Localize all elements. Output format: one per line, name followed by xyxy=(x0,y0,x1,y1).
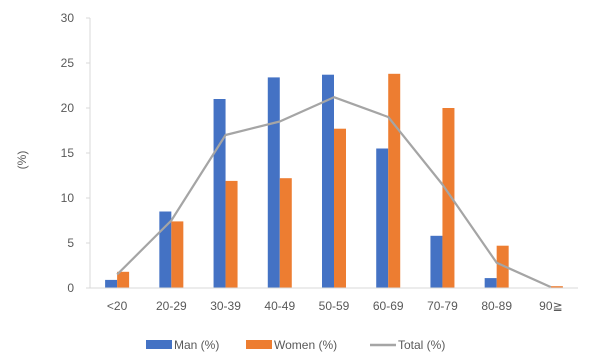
y-axis-ticks: 0 5 10 15 20 25 30 xyxy=(61,11,90,295)
legend-man-swatch xyxy=(146,340,172,349)
bar-women xyxy=(442,108,455,288)
y-tick-label: 30 xyxy=(61,11,75,25)
y-axis-label: (%) xyxy=(15,151,29,170)
legend: Man (%) Women (%) Total (%) xyxy=(146,338,445,352)
bar-women xyxy=(334,128,346,288)
x-tick-label: 70-79 xyxy=(427,299,458,313)
y-tick-label: 5 xyxy=(67,236,74,250)
bar-man xyxy=(430,235,443,288)
bar-man xyxy=(213,99,226,288)
x-tick-label: 40-49 xyxy=(264,299,295,313)
bars xyxy=(105,73,563,289)
x-tick-label: 20-29 xyxy=(156,299,187,313)
legend-total-label: Total (%) xyxy=(398,338,445,352)
x-tick-label: 60-69 xyxy=(373,299,404,313)
legend-women-label: Women (%) xyxy=(274,338,337,352)
bar-man xyxy=(105,279,118,288)
x-tick-label: 30-39 xyxy=(210,299,241,313)
bar-man xyxy=(484,278,497,288)
y-tick-label: 0 xyxy=(67,281,74,295)
x-axis-ticks: <20 20-29 30-39 40-49 50-59 60-69 70-79 80-89 90… xyxy=(107,299,563,313)
legend-women-swatch xyxy=(246,340,272,349)
bar-women xyxy=(388,73,401,288)
x-tick-label: 50-59 xyxy=(319,299,350,313)
bar-man xyxy=(322,74,334,288)
bar-women xyxy=(496,245,509,288)
x-tick-label: 80-89 xyxy=(481,299,512,313)
bar-man xyxy=(376,148,389,288)
bar-man xyxy=(267,77,280,289)
y-tick-label: 20 xyxy=(61,101,75,115)
bar-women xyxy=(279,178,292,288)
bar-women xyxy=(550,286,563,288)
total-line-layer xyxy=(116,96,552,289)
y-tick-label: 10 xyxy=(61,191,75,205)
total-line xyxy=(116,96,552,289)
x-tick-label: <20 xyxy=(107,299,128,313)
bar-women xyxy=(171,221,184,288)
bar-women xyxy=(225,180,238,288)
y-tick-label: 15 xyxy=(61,146,75,160)
y-tick-label: 25 xyxy=(61,56,75,70)
legend-man-label: Man (%) xyxy=(174,338,219,352)
bar-women xyxy=(117,271,130,288)
x-tick-label: 90≧ xyxy=(539,299,562,313)
